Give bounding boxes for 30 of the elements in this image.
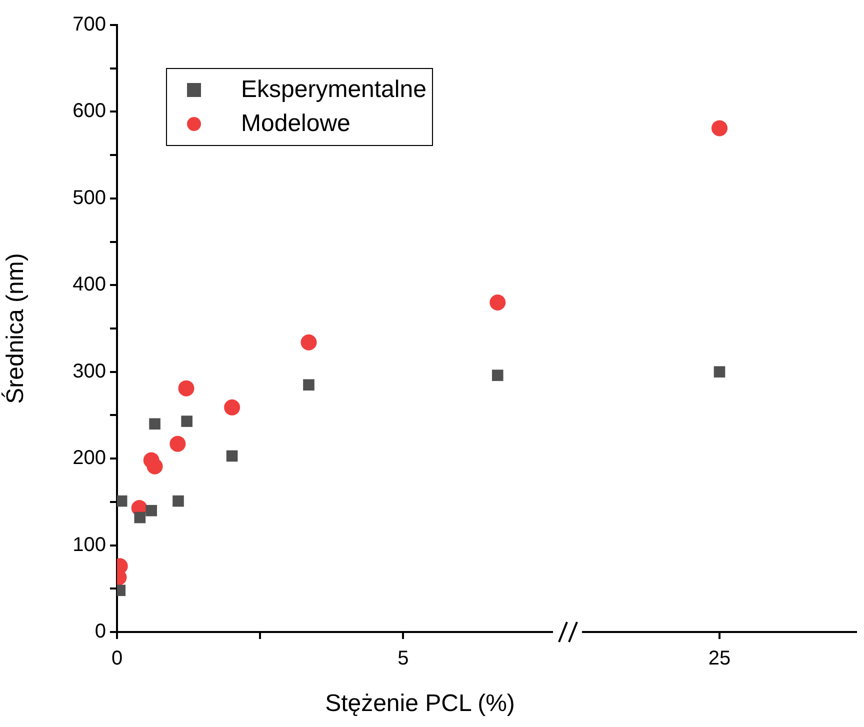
y-tick-label: 600: [72, 100, 106, 122]
point: [492, 370, 504, 381]
point: [300, 334, 317, 350]
point: [303, 379, 314, 391]
x-tick-label: 25: [708, 648, 731, 670]
legend-label: Modelowe: [241, 110, 350, 138]
point: [146, 458, 163, 474]
point: [172, 495, 184, 507]
point: [490, 294, 506, 310]
y-tick-label: 700: [72, 14, 106, 36]
x-axis-title: Stężenie PCL (%): [324, 690, 516, 718]
y-tick-label: 200: [72, 447, 106, 470]
y-tick-label: 400: [72, 274, 106, 296]
x-tick-label: 5: [398, 648, 409, 670]
point: [224, 399, 240, 416]
point: [134, 512, 146, 524]
y-tick-label: 300: [72, 360, 106, 382]
x-tick-label: 0: [111, 648, 123, 670]
point: [181, 416, 192, 427]
y-tick-label: 0: [94, 620, 106, 643]
point: [178, 380, 194, 396]
point: [149, 418, 160, 430]
point: [146, 504, 157, 516]
y-tick-label: 500: [72, 186, 106, 209]
point: [226, 450, 238, 462]
point: [117, 495, 128, 507]
legend-label: Eksperymentalne: [241, 76, 426, 104]
point: [170, 436, 186, 452]
y-axis-title: Średnica (nm): [1, 253, 30, 404]
y-tick-label: 100: [72, 534, 106, 556]
